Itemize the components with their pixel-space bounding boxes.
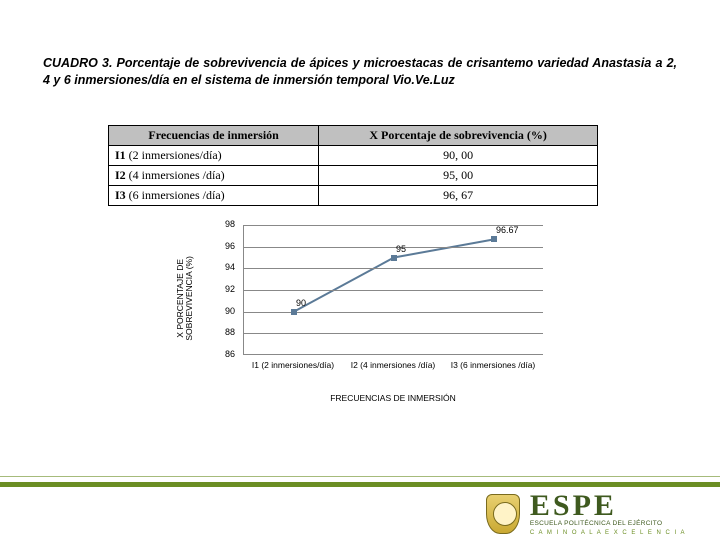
data-label: 90	[296, 298, 306, 308]
gridline	[244, 268, 543, 269]
data-marker	[391, 255, 397, 261]
x-axis-title: FRECUENCIAS DE INMERSIÓN	[243, 393, 543, 403]
x-tick-label: I1 (2 inmersiones/día)	[243, 361, 343, 371]
data-table: Frecuencias de inmersión X Porcentaje de…	[108, 125, 598, 206]
brand-acronym: ESPE	[530, 491, 686, 521]
figure-caption: CUADRO 3. Porcentaje de sobrevivencia de…	[43, 55, 677, 89]
y-tick: 88	[211, 327, 235, 337]
footer: ESPE ESCUELA POLITÉCNICA DEL EJÉRCITO C …	[0, 482, 720, 540]
th-freq: Frecuencias de inmersión	[109, 126, 319, 146]
th-pct: X Porcentaje de sobrevivencia (%)	[319, 126, 598, 146]
y-tick: 92	[211, 284, 235, 294]
gridline	[244, 333, 543, 334]
brand-block: ESPE ESCUELA POLITÉCNICA DEL EJÉRCITO C …	[530, 491, 686, 536]
plot-area: 90 95 96.67	[243, 225, 543, 355]
y-tick: 90	[211, 306, 235, 316]
table-row: I3 (6 inmersiones /día) 96, 67	[109, 186, 598, 206]
x-tick-label: I3 (6 inmersiones /día)	[443, 361, 543, 371]
y-tick: 98	[211, 219, 235, 229]
data-label: 96.67	[496, 225, 519, 235]
data-marker	[491, 236, 497, 242]
table-row: I2 (4 inmersiones /día) 95, 00	[109, 166, 598, 186]
gridline	[244, 290, 543, 291]
x-tick-label: I2 (4 inmersiones /día)	[343, 361, 443, 371]
y-tick: 96	[211, 241, 235, 251]
data-label: 95	[396, 244, 406, 254]
brand-line1: ESCUELA POLITÉCNICA DEL EJÉRCITO	[530, 521, 686, 528]
table-row: I1 (2 inmersiones/día) 90, 00	[109, 146, 598, 166]
data-marker	[291, 309, 297, 315]
gridline	[244, 312, 543, 313]
footer-rule	[0, 476, 720, 477]
y-tick: 94	[211, 262, 235, 272]
brand-line2: C A M I N O A L A E X C E L E N C I A	[530, 530, 686, 536]
gridline	[244, 247, 543, 248]
espe-shield-icon	[486, 494, 520, 534]
y-tick: 86	[211, 349, 235, 359]
survival-chart: X PORCENTAJE DE SOBREVIVENCIA (%) 909596…	[135, 215, 565, 405]
